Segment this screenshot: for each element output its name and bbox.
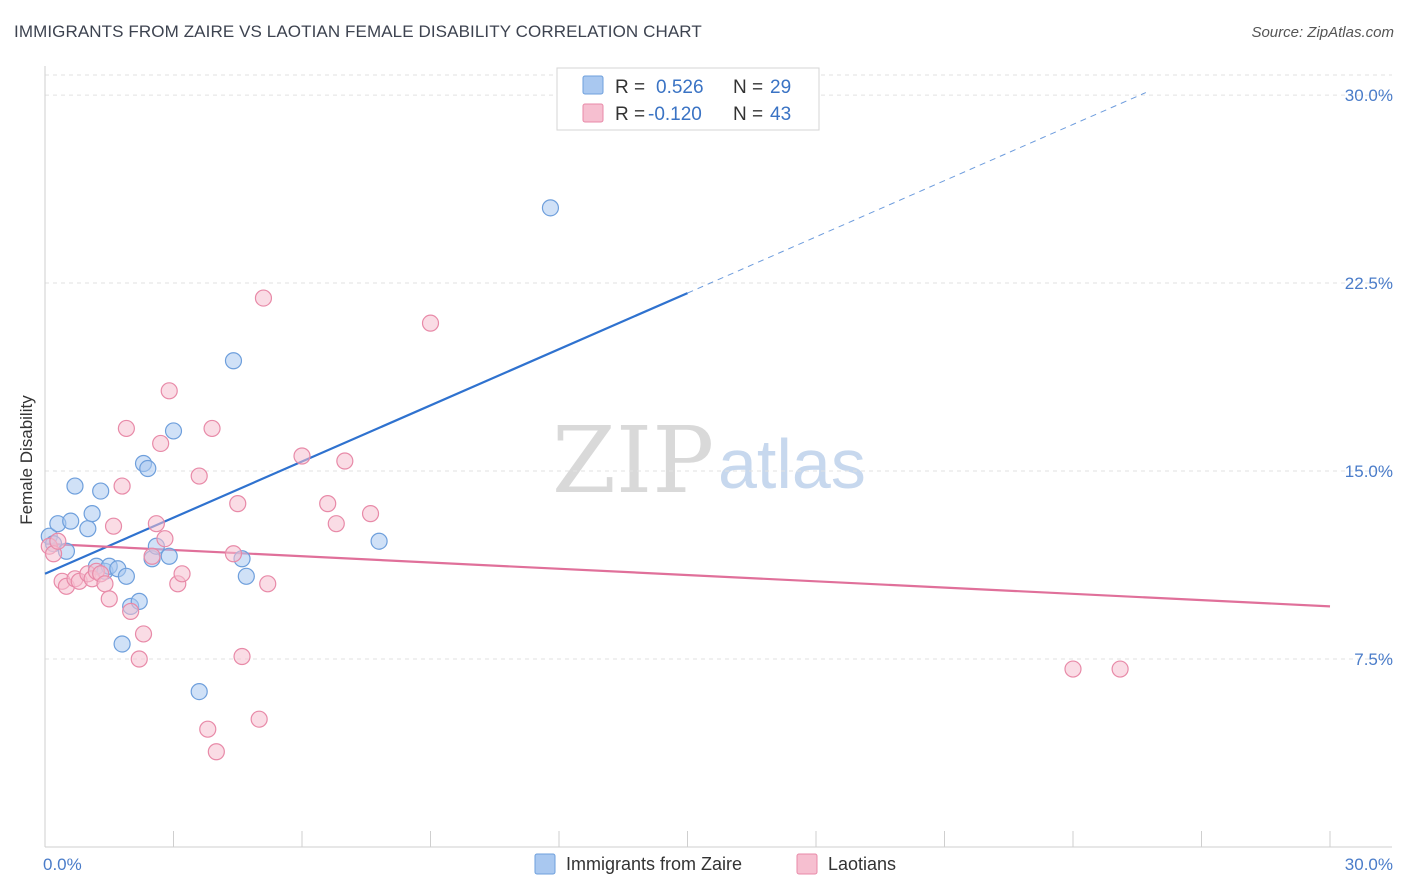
zaire-point xyxy=(139,459,157,478)
laotians-point xyxy=(361,505,380,523)
y-tick-label: 15.0% xyxy=(1345,462,1393,481)
zaire-point xyxy=(66,477,84,495)
watermark-atlas: atlas xyxy=(718,425,866,503)
zaire-point xyxy=(541,199,560,217)
zaire-point xyxy=(237,567,255,585)
zaire-point xyxy=(117,567,135,585)
laotians-trend-line xyxy=(44,542,1331,608)
laotians-point xyxy=(1111,660,1129,678)
laotians-point xyxy=(100,590,118,608)
laotians-point xyxy=(1064,660,1082,678)
bottom-legend-label-laotians: Laotians xyxy=(828,854,896,874)
legend-r-value-zaire: 0.526 xyxy=(656,77,704,98)
laotians-point xyxy=(254,289,273,307)
legend-swatch-zaire xyxy=(582,75,604,95)
laotians-point xyxy=(147,515,165,533)
zaire-point xyxy=(92,482,110,500)
laotians-point xyxy=(203,419,221,438)
legend-n-value-laotians: 43 xyxy=(770,104,791,125)
data-points xyxy=(40,199,1129,761)
laotians-point xyxy=(250,710,268,728)
x-tick-label: 30.0% xyxy=(1345,855,1393,874)
laotians-point xyxy=(293,447,311,465)
zaire-point xyxy=(113,635,131,653)
laotians-point xyxy=(113,477,131,495)
zaire-point xyxy=(164,422,183,440)
laotians-point xyxy=(229,495,247,513)
laotians-point xyxy=(336,452,354,470)
laotians-point xyxy=(327,515,345,533)
bottom-legend-swatch-zaire xyxy=(534,853,556,875)
laotians-point xyxy=(117,419,135,438)
x-tick-label: 0.0% xyxy=(43,855,82,874)
legend-n-value-zaire: 29 xyxy=(770,77,791,98)
laotians-point xyxy=(134,625,153,643)
zaire-point xyxy=(79,520,97,538)
correlation-legend: R = 0.526 N = 29 R = -0.120 N = 43 xyxy=(556,67,820,131)
zaire-point xyxy=(160,547,178,565)
laotians-point xyxy=(130,650,148,668)
y-tick-label: 30.0% xyxy=(1345,86,1393,105)
watermark-zip: ZIP xyxy=(552,407,714,514)
source-label: Source: ZipAtlas.com xyxy=(1251,24,1394,41)
laotians-point xyxy=(259,575,277,593)
laotians-point xyxy=(122,602,140,620)
laotians-point xyxy=(224,545,243,563)
tick-labels: 7.5% 15.0% 22.5% 30.0% 0.0% 30.0% xyxy=(43,86,1393,874)
laotians-point xyxy=(160,382,178,400)
laotians-point xyxy=(143,547,161,565)
y-tick-label: 7.5% xyxy=(1354,650,1393,669)
bottom-legend-swatch-laotians xyxy=(796,853,818,875)
laotians-point xyxy=(156,530,174,548)
legend-r-value-laotians: -0.120 xyxy=(648,104,702,125)
legend-r-label-laotians: R = xyxy=(615,104,645,125)
laotians-point xyxy=(96,575,114,593)
zaire-point xyxy=(190,682,208,701)
laotians-point xyxy=(173,565,191,583)
laotians-point xyxy=(104,517,123,535)
y-axis-label: Female Disability xyxy=(17,395,36,525)
zaire-point xyxy=(83,505,101,523)
legend-r-label-zaire: R = xyxy=(615,77,645,98)
zaire-point xyxy=(370,532,388,550)
chart-title: IMMIGRANTS FROM ZAIRE VS LAOTIAN FEMALE … xyxy=(14,22,702,41)
axes xyxy=(44,66,1392,848)
zaire-point xyxy=(62,512,80,530)
laotians-point xyxy=(49,532,67,550)
series-legend: Immigrants from Zaire Laotians xyxy=(534,853,896,875)
laotians-point xyxy=(199,720,217,738)
trend-lines xyxy=(44,92,1331,608)
legend-n-label-laotians: N = xyxy=(733,104,763,125)
laotians-point xyxy=(207,743,225,761)
y-tick-label: 22.5% xyxy=(1345,274,1393,293)
laotians-point xyxy=(421,314,440,332)
zaire-point xyxy=(224,352,243,370)
laotians-point xyxy=(152,434,170,453)
bottom-legend-label-zaire: Immigrants from Zaire xyxy=(566,854,742,874)
legend-swatch-laotians xyxy=(582,103,604,123)
laotians-point xyxy=(190,467,208,485)
laotians-point xyxy=(319,495,337,513)
legend-n-label-zaire: N = xyxy=(733,77,763,98)
laotians-point xyxy=(233,647,251,666)
